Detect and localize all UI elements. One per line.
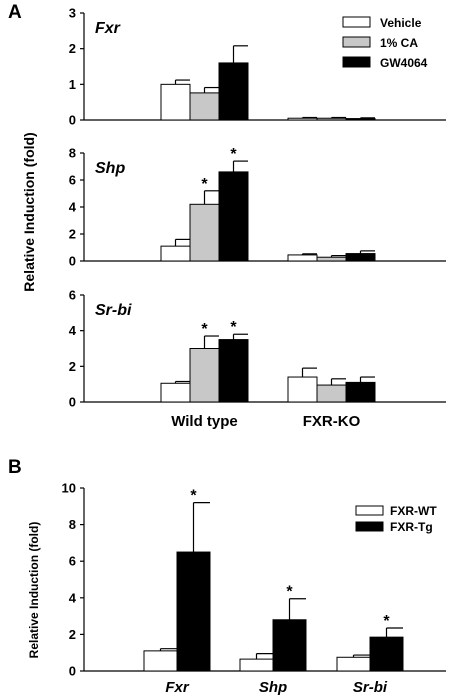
panel-a-legend: Vehicle 1% CA GW4064 (342, 16, 428, 70)
panel-b-bar-fxr-tg-fxr (176, 551, 211, 672)
panel-a-letter: A (8, 2, 22, 23)
panel-a-category-label-wild-type: Wild type (171, 413, 238, 430)
panel-a-shp-gene-label: Shp (95, 160, 125, 177)
panel-a-fxr-bar-1-ca-wild-type (189, 92, 220, 121)
panel-a-sr-bi-y-tick-label: 4 (69, 323, 77, 338)
panel-a-sr-bi-bar-gw4064-wild-type (218, 339, 249, 403)
panel-a-fxr-bar-vehicle-fxr-ko (287, 117, 318, 121)
panel-a-sr-bi-gene-label: Sr-bi (95, 302, 132, 319)
panel-a-shp-y-tick-label: 4 (69, 200, 77, 215)
panel-a-shp-bar-gw4064-fxr-ko (345, 253, 376, 262)
panel-b-bar-fxr-tg-shp (272, 619, 307, 672)
panel-a-sr-bi: 0 2 4 6 Sr-bi * * (69, 288, 446, 410)
panel-a-fxr-bar-1-ca-fxr-ko (316, 117, 347, 121)
panel-a-shp-significance-star: * (230, 146, 237, 163)
panel-b-legend: FXR-WT FXR-Tg (355, 504, 437, 534)
legend-swatch-fxr-tg (355, 521, 384, 532)
legend-label-ca: 1% CA (380, 36, 418, 50)
panel-a-sr-bi-bar-1-ca-fxr-ko (316, 384, 347, 403)
panel-a-shp-bar-1-ca-wild-type (189, 203, 220, 262)
panel-a-shp: 0 2 4 6 8 Shp * * (69, 146, 446, 269)
panel-a-fxr-y-tick-label: 3 (69, 6, 76, 21)
legend-swatch-ca (342, 36, 371, 48)
panel-a-shp-bar-vehicle-wild-type (160, 245, 191, 262)
panel-a-fxr-gene-label: Fxr (95, 20, 121, 37)
legend-swatch-gw4064 (342, 56, 371, 68)
panel-a-shp-significance-star: * (201, 176, 208, 193)
panel-b-significance-star: * (190, 488, 197, 505)
panel-a-shp-y-tick-label: 6 (69, 173, 76, 188)
panel-a-ylabel: Relative Induction (fold) (21, 132, 37, 291)
legend-swatch-fxr-wt (355, 505, 384, 516)
panel-a-shp-y-tick-label: 0 (69, 254, 76, 269)
panel-b-bar-fxr-wt-fxr (143, 650, 178, 672)
panel-b-letter: B (8, 457, 22, 478)
panel-b-category-label-fxr: Fxr (165, 679, 190, 696)
panel-b-significance-star: * (383, 613, 390, 630)
panel-b-category-label-sr-bi: Sr-bi (353, 679, 388, 696)
panel-b-y-tick-label: 8 (69, 517, 76, 532)
panel-a-shp-bar-gw4064-wild-type (218, 171, 249, 262)
panel-a-sr-bi-bar-vehicle-fxr-ko (287, 376, 318, 403)
legend-label-gw4064: GW4064 (380, 56, 428, 70)
panel-a-sr-bi-bar-vehicle-wild-type (160, 382, 191, 403)
panel-a: 0 1 2 3 Fxr 0 2 4 6 8 Shp * * 0 2 4 6 Sr-bi * * Wild type FXR… (69, 6, 446, 430)
panel-a-fxr: 0 1 2 3 Fxr (69, 6, 446, 128)
panel-b-y-tick-label: 4 (69, 590, 77, 605)
panel-a-sr-bi-significance-star: * (201, 321, 208, 338)
panel-a-fxr-y-tick-label: 0 (69, 113, 76, 128)
panel-b-y-tick-label: 2 (69, 627, 76, 642)
panel-b-significance-star: * (286, 584, 293, 601)
panel-a-sr-bi-y-tick-label: 6 (69, 288, 76, 303)
panel-a-fxr-bar-gw4064-wild-type (218, 62, 249, 121)
panel-a-shp-y-tick-label: 8 (69, 146, 76, 161)
panel-a-sr-bi-y-tick-label: 0 (69, 395, 76, 410)
panel-a-shp-bar-vehicle-fxr-ko (287, 254, 318, 262)
panel-a-shp-bar-1-ca-fxr-ko (316, 256, 347, 262)
panel-a-fxr-y-tick-label: 1 (69, 77, 76, 92)
legend-label-fxr-wt: FXR-WT (390, 504, 437, 518)
panel-b-bar-fxr-wt-shp (239, 658, 274, 672)
legend-swatch-vehicle (342, 16, 371, 28)
panel-a-sr-bi-bar-gw4064-fxr-ko (345, 381, 376, 403)
panel-b-bar-fxr-tg-sr-bi (369, 636, 404, 672)
panel-b-y-tick-label: 6 (69, 554, 76, 569)
panel-a-fxr-bar-vehicle-wild-type (160, 83, 191, 121)
panel-a-shp-y-tick-label: 2 (69, 227, 76, 242)
panel-b-bar-fxr-wt-sr-bi (336, 656, 371, 672)
panel-a-category-label-fxr-ko: FXR-KO (303, 413, 361, 430)
panel-b-ylabel: Relative Induction (fold) (27, 522, 41, 659)
panel-a-fxr-y-tick-label: 2 (69, 41, 76, 56)
plot-area: 0 1 2 3 Fxr 0 2 4 6 8 Shp * * 0 2 4 6 Sr-bi * * Wild type FXR… (62, 6, 446, 696)
panel-a-sr-bi-y-tick-label: 2 (69, 359, 76, 374)
panel-b: 0 2 4 6 8 10 * * * Fxr Shp Sr-bi (62, 481, 446, 696)
panel-b-y-tick-label: 0 (69, 664, 76, 679)
panel-b-category-label-shp: Shp (259, 679, 287, 696)
panel-b-y-tick-label: 10 (62, 481, 76, 496)
legend-label-fxr-tg: FXR-Tg (390, 520, 433, 534)
panel-a-sr-bi-bar-1-ca-wild-type (189, 348, 220, 403)
panel-a-sr-bi-significance-star: * (230, 319, 237, 336)
panel-a-fxr-bar-gw4064-fxr-ko (345, 118, 376, 121)
legend-label-vehicle: Vehicle (380, 16, 422, 30)
